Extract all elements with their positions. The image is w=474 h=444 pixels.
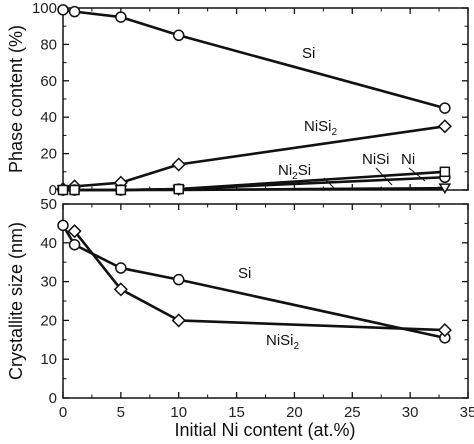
phase-content-ni2si-label: Ni2Si: [278, 162, 311, 182]
crystallite-size-lines: [61, 224, 447, 340]
phase-content-markers: [55, 4, 452, 197]
phase-content-leader-line: [323, 177, 335, 189]
phase-content-nisi2-point: [437, 119, 452, 134]
crystallite-size-nisi2-point: [67, 224, 82, 239]
phase-content-ytick-label: 20: [40, 146, 57, 163]
crystallite-size-si-point: [115, 262, 127, 274]
phase-content-ytick-label: 80: [40, 36, 57, 53]
phase-content-si-line: [61, 8, 447, 110]
crystallite-size-si-point: [68, 238, 81, 251]
phase-content-ni-point: [173, 183, 184, 195]
phase-content-si-label: Si: [302, 45, 315, 62]
phase-content-ni2si-point: [438, 183, 452, 195]
phase-content-panel: 0 20 40 60 80 100 Phase content (%) Si NiSi2 Ni…: [6, 0, 469, 199]
crystallite-size-ytick-label: 40: [40, 235, 57, 252]
crystallite-size-xtick-label: 25: [344, 404, 361, 421]
crystallite-size-xtick-label: 30: [402, 404, 419, 421]
crystallite-size-markers: [57, 219, 452, 344]
crystallite-size-nisi2-point: [113, 282, 128, 297]
phase-content-nisi2-label: NiSi2: [304, 118, 338, 138]
phase-content-ytick-label: 0: [49, 182, 57, 199]
phase-content-si-point: [172, 29, 185, 42]
phase-content-si-point: [439, 102, 451, 114]
crystallite-size-frame: [62, 203, 469, 399]
crystallite-size-xtick-label: 35: [460, 404, 474, 421]
crystallite-size-xtick-label: 10: [170, 404, 187, 421]
phase-content-leader-line: [375, 167, 393, 186]
phase-content-ylabel: Phase content (%): [6, 25, 26, 173]
phase-content-annotations: Si NiSi2 Ni2Si NiSi Ni: [278, 45, 415, 182]
crystallite-size-si-line: [61, 224, 447, 340]
crystallite-size-xtick-label: 15: [228, 404, 245, 421]
phase-content-leader-line: [408, 167, 426, 182]
phase-content-ytick-label: 40: [40, 109, 57, 126]
crystallite-size-nisi2-point: [437, 323, 452, 338]
crystallite-size-ytick-label: 0: [49, 390, 57, 407]
phase-content-si-point: [57, 4, 69, 16]
crystallite-size-xtick-label: 20: [286, 404, 303, 421]
phase-content-ytick-label: 100: [32, 0, 57, 17]
phase-content-si-point: [68, 5, 81, 18]
crystallite-size-annotations: Si NiSi2: [238, 265, 300, 352]
crystallite-size-xtick-label: 0: [59, 404, 67, 421]
crystallite-size-ytick-label: 10: [40, 351, 57, 368]
crystallite-size-ytick-label: 30: [40, 274, 57, 291]
crystallite-size-xtick-label: 5: [117, 404, 125, 421]
crystallite-size-nisi2-label: NiSi2: [266, 332, 300, 352]
crystallite-size-ytick-label: 50: [40, 196, 57, 213]
phase-content-ni-point: [57, 184, 69, 196]
phase-content-si-point: [115, 11, 127, 23]
crystallite-size-panel: 0 10 20 30 40 50 0 5 10 15 20 25 30 35 Crystallite si…: [6, 196, 474, 440]
phase-content-nisi2-point: [171, 157, 186, 172]
crystallite-size-si-label: Si: [238, 265, 251, 282]
phase-content-ni-point: [115, 184, 127, 196]
crystallite-size-nisi2-point: [171, 313, 186, 328]
phase-content-ni-point: [69, 184, 80, 196]
phase-content-ni-label: Ni: [401, 151, 415, 168]
crystallite-size-si-point: [172, 273, 185, 286]
crystallite-size-nisi2-line: [73, 229, 447, 332]
phase-content-nisi-label: NiSi: [362, 151, 390, 168]
phase-content-tick-labels: 0 20 40 60 80 100: [32, 0, 57, 199]
crystallite-size-xlabel: Initial Ni content (at.%): [174, 420, 355, 440]
crystallite-size-ytick-label: 20: [40, 312, 57, 329]
crystallite-size-si-point: [57, 219, 69, 232]
phase-content-ni-point: [439, 166, 451, 178]
crystallite-size-ticks: [62, 203, 469, 399]
crystallite-size-ylabel: Crystallite size (nm): [6, 222, 26, 380]
crystallite-size-tick-labels: 0 10 20 30 40 50 0 5 10 15 20 25 30 35: [40, 196, 474, 421]
phase-content-leaders: [323, 167, 426, 189]
phase-content-ytick-label: 60: [40, 73, 57, 90]
